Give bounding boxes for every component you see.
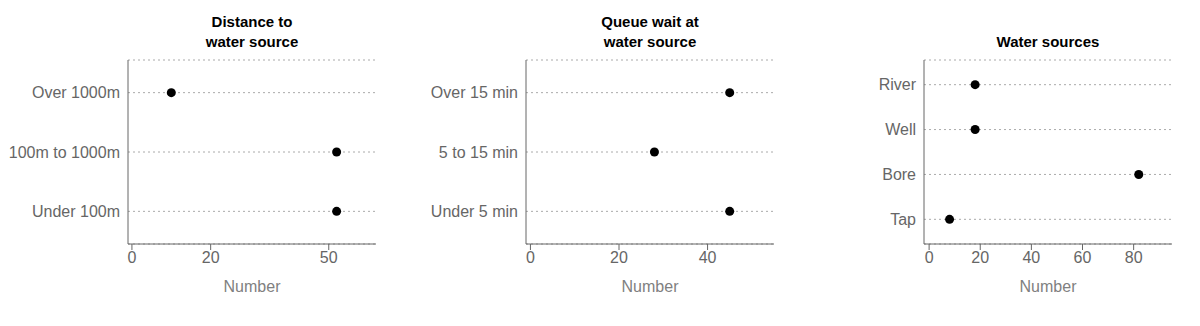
svg-text:40: 40 [1022,249,1040,266]
html-text:Queue wait at water source: Queue wait at water source [601,13,699,50]
svg-text:80: 80 [1125,249,1143,266]
svg-text:5 to 15 min: 5 to 15 min [439,144,518,161]
svg-text:100m to 1000m: 100m to 1000m [9,144,120,161]
svg-text:50: 50 [320,249,338,266]
svg-text:Over 1000m: Over 1000m [32,84,120,101]
svg-text:Over 15 min: Over 15 min [431,84,518,101]
svg-text:20: 20 [971,249,989,266]
svg-text:0: 0 [526,249,535,266]
svg-text:Number: Number [224,278,282,295]
svg-text:20: 20 [610,249,628,266]
svg-text:Tap: Tap [890,211,916,228]
svg-text:Under 100m: Under 100m [32,203,120,220]
svg-text:Number: Number [622,278,680,295]
svg-text:0: 0 [127,249,136,266]
svg-text:40: 40 [699,249,717,266]
html-text:Distance to water source: Distance to water source [205,13,299,50]
svg-text:20: 20 [202,249,220,266]
svg-text:Under 5 min: Under 5 min [431,203,518,220]
svg-text:Number: Number [1020,278,1078,295]
svg-text:0: 0 [925,249,934,266]
svg-text:Well: Well [885,121,916,138]
svg-text:60: 60 [1074,249,1092,266]
svg-text:River: River [879,76,917,93]
svg-text:Bore: Bore [882,166,916,183]
html-text:Water sources: Water sources [996,33,1100,50]
